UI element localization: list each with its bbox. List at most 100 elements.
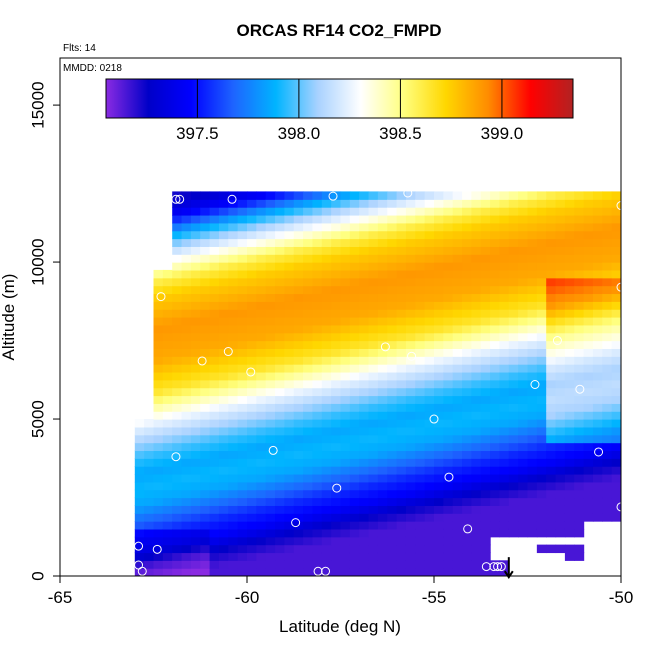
field-cell — [508, 309, 519, 318]
field-cell — [490, 324, 501, 334]
field-cell — [583, 317, 594, 326]
field-cell — [434, 332, 444, 342]
field-cell — [527, 411, 538, 420]
field-cell — [181, 364, 192, 373]
field-cell — [228, 254, 239, 263]
field-cell — [265, 450, 276, 459]
field-cell — [359, 387, 370, 397]
field-cell — [368, 371, 379, 381]
field-cell — [321, 199, 332, 208]
field-cell — [340, 293, 351, 302]
field-cell — [434, 481, 444, 491]
field-cell — [396, 285, 407, 295]
field-cell — [424, 207, 435, 216]
field-cell — [611, 497, 621, 506]
field-cell — [200, 262, 211, 271]
field-cell — [340, 356, 351, 365]
field-cell — [480, 489, 491, 499]
field-cell — [312, 332, 323, 342]
field-cell — [480, 560, 491, 569]
field-cell — [284, 552, 295, 561]
field-cell — [405, 238, 416, 247]
field-cell — [228, 505, 239, 514]
field-cell — [518, 254, 529, 263]
field-cell — [293, 560, 304, 569]
field-cell — [443, 434, 454, 444]
field-cell — [471, 489, 482, 499]
observation-point — [552, 336, 562, 346]
field-cell — [303, 442, 314, 452]
field-cell — [265, 434, 276, 444]
field-cell — [368, 403, 379, 412]
field-cell — [583, 324, 594, 334]
field-cell — [368, 356, 379, 365]
field-cell — [536, 544, 547, 554]
field-cell — [527, 340, 538, 349]
field-cell — [312, 473, 323, 483]
field-cell — [602, 371, 613, 381]
field-cell — [321, 536, 332, 546]
field-cell — [303, 466, 314, 475]
field-cell — [536, 442, 547, 452]
field-cell — [434, 262, 444, 271]
field-cell — [303, 403, 314, 412]
field-cell — [256, 505, 267, 514]
field-cell — [583, 199, 594, 208]
field-cell — [265, 324, 276, 334]
field-cell — [490, 285, 501, 295]
field-cell — [555, 387, 566, 397]
field-cell — [611, 473, 621, 483]
field-cell — [190, 324, 201, 334]
field-cell — [490, 332, 501, 342]
field-cell — [564, 269, 575, 279]
field-cell — [200, 387, 211, 397]
field-cell — [340, 434, 351, 444]
field-cell — [181, 497, 192, 506]
field-cell — [321, 238, 332, 247]
field-cell — [349, 371, 360, 381]
field-cell — [153, 426, 164, 436]
field-cell — [200, 426, 211, 436]
field-cell — [583, 442, 594, 452]
field-cell — [424, 481, 435, 491]
field-cell — [237, 371, 248, 381]
field-cell — [574, 262, 585, 271]
observation-point — [171, 194, 181, 204]
observation-point — [616, 179, 621, 189]
field-cell — [574, 309, 585, 318]
field-cell — [462, 411, 472, 420]
field-cell — [172, 246, 183, 255]
field-cell — [237, 426, 248, 436]
field-cell — [340, 246, 351, 255]
field-cell — [284, 489, 295, 499]
field-cell — [443, 285, 454, 295]
field-cell — [218, 528, 229, 538]
field-cell — [592, 199, 603, 208]
field-cell — [611, 207, 621, 216]
field-cell — [144, 513, 155, 522]
field-cell — [293, 254, 304, 263]
field-cell — [312, 442, 323, 452]
field-cell — [527, 379, 538, 389]
field-cell — [546, 364, 557, 373]
field-cell — [564, 505, 575, 514]
field-cell — [256, 560, 267, 569]
field-cell — [228, 269, 239, 279]
field-cell — [331, 450, 342, 459]
field-cell — [490, 371, 501, 381]
field-cell — [536, 254, 547, 263]
field-cell — [284, 214, 295, 224]
field-cell — [321, 395, 332, 404]
field-cell — [190, 191, 201, 200]
observation-point — [313, 566, 323, 576]
field-cell — [218, 293, 229, 302]
field-cell — [293, 466, 304, 475]
field-cell — [340, 301, 351, 310]
field-cell — [256, 364, 267, 373]
field-cell — [462, 387, 472, 397]
field-cell — [546, 324, 557, 334]
field-cell — [359, 434, 370, 444]
field-cell — [181, 269, 192, 279]
field-cell — [387, 356, 398, 365]
field-cell — [181, 560, 192, 569]
